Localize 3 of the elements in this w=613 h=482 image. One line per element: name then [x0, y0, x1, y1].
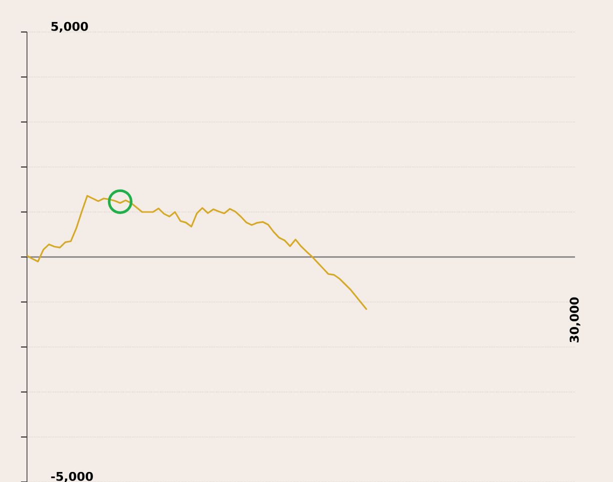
y-tick-label: -5,000 [51, 472, 93, 482]
annotation: 30,000 [570, 297, 580, 342]
y-tick-label: 5,000 [51, 22, 88, 32]
